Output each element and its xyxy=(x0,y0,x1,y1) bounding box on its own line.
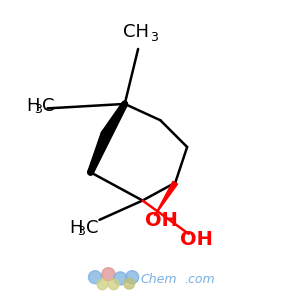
Circle shape xyxy=(102,268,115,281)
Text: 3: 3 xyxy=(77,225,86,238)
Circle shape xyxy=(114,272,127,285)
Text: CH: CH xyxy=(123,22,149,40)
Text: 3: 3 xyxy=(34,103,42,116)
Text: H: H xyxy=(69,219,83,237)
Text: H: H xyxy=(26,97,39,115)
Text: OH: OH xyxy=(180,230,212,249)
Text: C: C xyxy=(42,97,55,115)
Text: .com: .com xyxy=(184,273,215,286)
Text: C: C xyxy=(85,219,98,237)
Circle shape xyxy=(108,279,119,290)
Circle shape xyxy=(126,271,139,284)
Text: Chem: Chem xyxy=(140,273,177,286)
Text: 3: 3 xyxy=(150,31,158,44)
Circle shape xyxy=(97,279,108,290)
Circle shape xyxy=(88,271,102,284)
Text: OH: OH xyxy=(145,211,178,230)
Polygon shape xyxy=(154,181,178,216)
Circle shape xyxy=(124,278,134,289)
